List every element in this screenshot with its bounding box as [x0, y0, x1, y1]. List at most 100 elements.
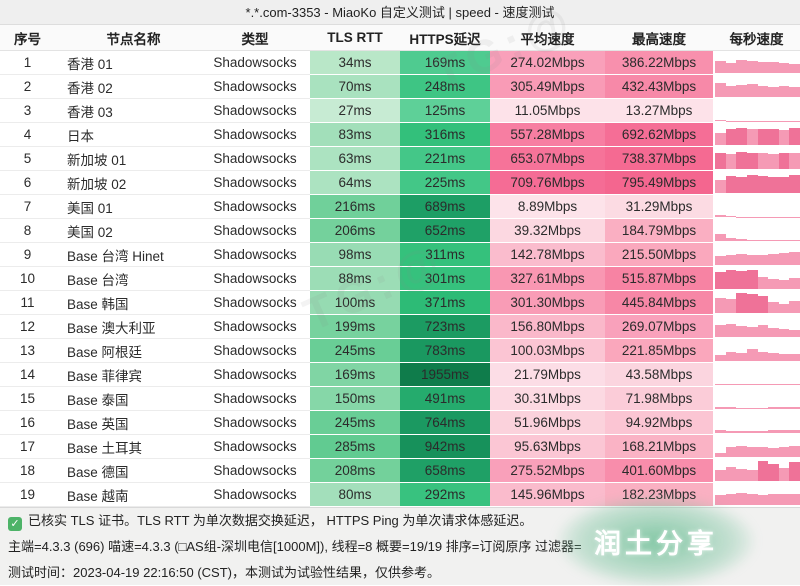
avg-speed-cell: 39.32Mbps: [490, 219, 605, 243]
row-index-cell: 12: [0, 315, 55, 339]
https-delay-cell: 491ms: [400, 387, 490, 411]
footer-summary: ✓已核实 TLS 证书。TLS RTT 为单次数据交换延迟， HTTPS Pin…: [0, 507, 800, 585]
spark-bar: [779, 384, 790, 385]
spark-bar: [736, 493, 747, 505]
max-speed-cell: 94.92Mbps: [605, 411, 713, 435]
spark-bar: [768, 384, 779, 385]
node-type-cell: Shadowsocks: [200, 147, 310, 171]
per-second-speed-sparkline: [713, 435, 800, 459]
tls-rtt-cell: 150ms: [310, 387, 400, 411]
spark-bar: [789, 407, 800, 409]
per-second-speed-sparkline: [713, 51, 800, 75]
spark-bar: [736, 469, 747, 481]
spark-bar: [715, 180, 726, 193]
spark-bar: [789, 64, 800, 73]
per-second-speed-sparkline: [713, 147, 800, 171]
avg-speed-cell: 11.05Mbps: [490, 99, 605, 123]
avg-speed-cell: 275.52Mbps: [490, 459, 605, 483]
spark-bar: [779, 86, 790, 97]
row-index-cell: 4: [0, 123, 55, 147]
spark-bar: [736, 431, 747, 433]
spark-bar: [715, 120, 726, 121]
spark-bar: [715, 430, 726, 433]
spark-bar: [758, 296, 769, 313]
spark-bar: [715, 298, 726, 313]
max-speed-cell: 401.60Mbps: [605, 459, 713, 483]
https-delay-cell: 689ms: [400, 195, 490, 219]
spark-bar: [736, 326, 747, 337]
spark-bar: [789, 494, 800, 505]
spark-bar: [779, 177, 790, 193]
node-name-cell: Base 台湾 Hinet: [55, 243, 200, 267]
row-index-cell: 11: [0, 291, 55, 315]
spark-bar: [747, 349, 758, 361]
row-index-cell: 7: [0, 195, 55, 219]
avg-speed-cell: 21.79Mbps: [490, 363, 605, 387]
spark-bar: [726, 176, 737, 193]
avg-speed-cell: 8.89Mbps: [490, 195, 605, 219]
spark-bar: [726, 431, 737, 433]
spark-bar: [736, 177, 747, 194]
spark-bar: [726, 86, 737, 97]
avg-speed-cell: 327.61Mbps: [490, 267, 605, 291]
spark-bar: [768, 240, 779, 241]
max-speed-cell: 215.50Mbps: [605, 243, 713, 267]
spark-bar: [747, 327, 758, 337]
node-name-cell: Base 韩国: [55, 291, 200, 315]
spark-bar: [768, 302, 779, 313]
per-second-speed-sparkline: [713, 123, 800, 147]
spark-bar: [726, 299, 737, 313]
spark-bar: [758, 86, 769, 97]
spark-bar: [747, 270, 758, 289]
avg-speed-cell: 145.96Mbps: [490, 483, 605, 507]
spark-bar: [736, 353, 747, 361]
spark-bar: [789, 252, 800, 265]
spark-bar: [736, 293, 747, 313]
spark-bar: [779, 240, 790, 241]
spark-bar: [789, 430, 800, 433]
node-type-cell: Shadowsocks: [200, 411, 310, 435]
spark-bar: [715, 133, 726, 145]
spark-bar: [726, 447, 737, 457]
https-delay-cell: 169ms: [400, 51, 490, 75]
per-second-speed-sparkline: [713, 99, 800, 123]
spark-bar: [715, 325, 726, 337]
max-speed-cell: 515.87Mbps: [605, 267, 713, 291]
tls-rtt-cell: 88ms: [310, 267, 400, 291]
avg-speed-cell: 30.31Mbps: [490, 387, 605, 411]
node-type-cell: Shadowsocks: [200, 171, 310, 195]
node-name-cell: 美国 02: [55, 219, 200, 243]
per-second-speed-sparkline: [713, 219, 800, 243]
col-header-max-speed: 最高速度: [605, 25, 713, 50]
max-speed-cell: 31.29Mbps: [605, 195, 713, 219]
tls-rtt-cell: 245ms: [310, 339, 400, 363]
row-index-cell: 5: [0, 147, 55, 171]
spark-bar: [715, 384, 726, 385]
max-speed-cell: 71.98Mbps: [605, 387, 713, 411]
tls-rtt-cell: 216ms: [310, 195, 400, 219]
test-time-line: 测试时间：2023-04-19 22:16:50 (CST)，本测试为试验性结果…: [0, 560, 800, 586]
spark-bar: [747, 408, 758, 409]
per-second-speed-sparkline: [713, 315, 800, 339]
per-second-speed-sparkline: [713, 483, 800, 507]
https-delay-cell: 764ms: [400, 411, 490, 435]
tls-rtt-cell: 70ms: [310, 75, 400, 99]
col-header-type: 类型: [200, 25, 310, 50]
https-delay-cell: 942ms: [400, 435, 490, 459]
spark-bar: [789, 384, 800, 385]
spark-bar: [726, 255, 737, 265]
spark-bar: [747, 61, 758, 73]
node-name-cell: Base 英国: [55, 411, 200, 435]
spark-bar: [726, 154, 737, 169]
spark-bar: [726, 129, 737, 146]
spark-bar: [715, 61, 726, 73]
per-second-speed-sparkline: [713, 363, 800, 387]
spark-bar: [758, 447, 769, 457]
